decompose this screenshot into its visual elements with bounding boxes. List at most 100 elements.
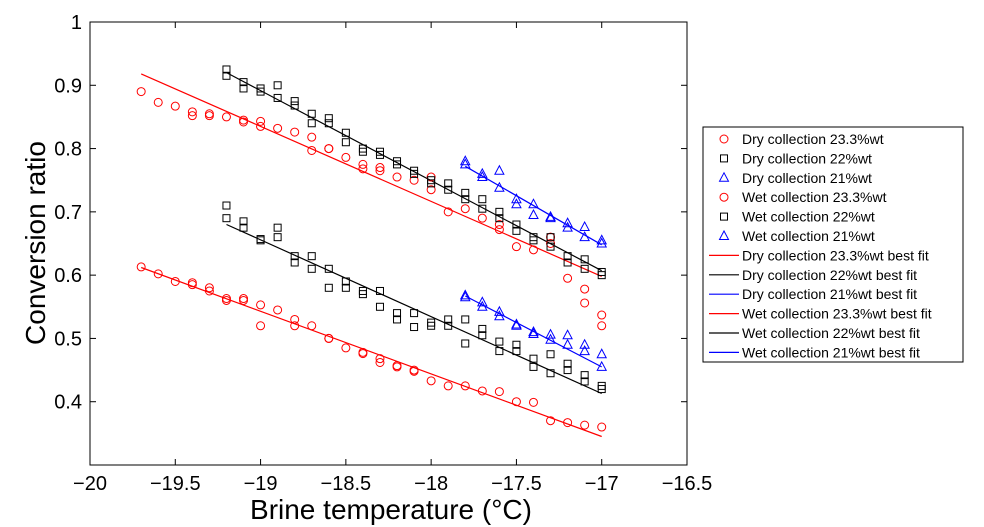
data-point	[494, 305, 505, 316]
data-point	[444, 315, 453, 324]
data-point	[512, 220, 521, 229]
data-point	[375, 302, 384, 311]
best-fit-line-9	[140, 266, 602, 438]
data-point	[528, 198, 539, 209]
x-axis-title: Brine temperature (°C)	[250, 494, 532, 525]
data-point	[563, 273, 573, 283]
data-point	[444, 321, 453, 330]
data-point	[511, 318, 522, 329]
data-point	[239, 223, 248, 232]
data-point	[290, 252, 299, 261]
data-point	[341, 152, 351, 162]
data-point	[426, 376, 436, 386]
data-point	[495, 207, 504, 216]
data-point	[358, 290, 367, 299]
best-fit-line-11	[465, 295, 602, 368]
data-point	[562, 217, 573, 228]
data-point	[545, 212, 556, 223]
data-point	[597, 385, 606, 394]
data-point	[443, 381, 453, 391]
data-point	[187, 107, 197, 117]
data-point	[459, 155, 471, 166]
data-point	[341, 128, 350, 137]
data-point	[273, 81, 282, 90]
data-point	[563, 366, 572, 375]
data-point	[562, 221, 573, 232]
data-point	[597, 321, 607, 331]
legend-label: Wet collection 23.3%wt	[742, 189, 887, 205]
data-point	[476, 296, 488, 307]
data-point	[511, 397, 521, 407]
data-point	[375, 357, 385, 367]
data-point	[529, 354, 538, 363]
x-tick-label: −16.5	[662, 473, 713, 495]
data-point	[495, 337, 504, 346]
data-point	[153, 97, 163, 107]
data-point	[494, 225, 504, 235]
data-point	[579, 345, 590, 356]
data-point	[307, 119, 316, 128]
data-point	[307, 109, 316, 118]
data-point	[307, 132, 317, 142]
legend-marker-swatch	[720, 212, 728, 221]
data-point	[580, 264, 589, 273]
data-point	[222, 71, 231, 80]
data-point	[222, 65, 231, 74]
y-tick-label: 0.9	[54, 75, 82, 97]
data-point	[204, 283, 214, 293]
data-point	[239, 217, 248, 226]
legend-label: Wet collection 21%wt best fit	[742, 344, 920, 360]
data-point	[546, 369, 555, 378]
data-point	[579, 338, 590, 349]
data-point	[375, 163, 385, 173]
data-point	[596, 234, 608, 245]
data-point	[477, 213, 487, 223]
data-point	[136, 262, 146, 272]
data-point	[426, 185, 436, 195]
data-point	[494, 387, 504, 397]
data-point	[545, 333, 556, 344]
data-point	[392, 362, 402, 372]
data-point	[580, 420, 590, 430]
data-point	[273, 233, 282, 242]
data-point	[512, 347, 521, 356]
data-point	[495, 214, 504, 223]
data-point	[153, 269, 163, 279]
data-point	[256, 300, 266, 310]
best-fit-line-7	[226, 72, 602, 272]
data-point	[221, 112, 231, 122]
data-point	[529, 362, 538, 371]
data-point	[579, 220, 590, 232]
legend-label: Wet collection 23.3%wt best fit	[742, 306, 932, 322]
y-axis-title: Conversion ratio	[20, 141, 51, 345]
data-point	[597, 310, 607, 320]
series-1	[222, 65, 606, 280]
data-point	[222, 201, 231, 210]
data-point	[476, 170, 488, 182]
data-point	[511, 319, 522, 330]
data-point	[459, 158, 471, 169]
data-point	[273, 305, 283, 315]
data-point	[273, 93, 282, 102]
data-point	[597, 271, 606, 280]
data-point	[136, 87, 146, 97]
data-point	[239, 84, 248, 93]
data-point	[393, 309, 402, 318]
data-point	[528, 208, 539, 220]
data-point	[358, 349, 368, 359]
data-point	[546, 242, 555, 251]
x-tick-label: −18.5	[321, 473, 372, 495]
data-point	[563, 258, 572, 267]
best-fit-lines	[140, 72, 602, 438]
data-point	[222, 214, 231, 223]
data-point	[290, 127, 300, 137]
legend-marker-swatch	[720, 154, 728, 163]
data-point	[459, 291, 471, 302]
data-point	[307, 145, 317, 155]
data-point	[580, 284, 590, 294]
y-tick-label: 0.4	[54, 392, 82, 414]
data-point	[375, 150, 384, 159]
data-point	[256, 84, 265, 93]
data-point	[409, 366, 419, 376]
plot-area-frame	[89, 21, 688, 466]
